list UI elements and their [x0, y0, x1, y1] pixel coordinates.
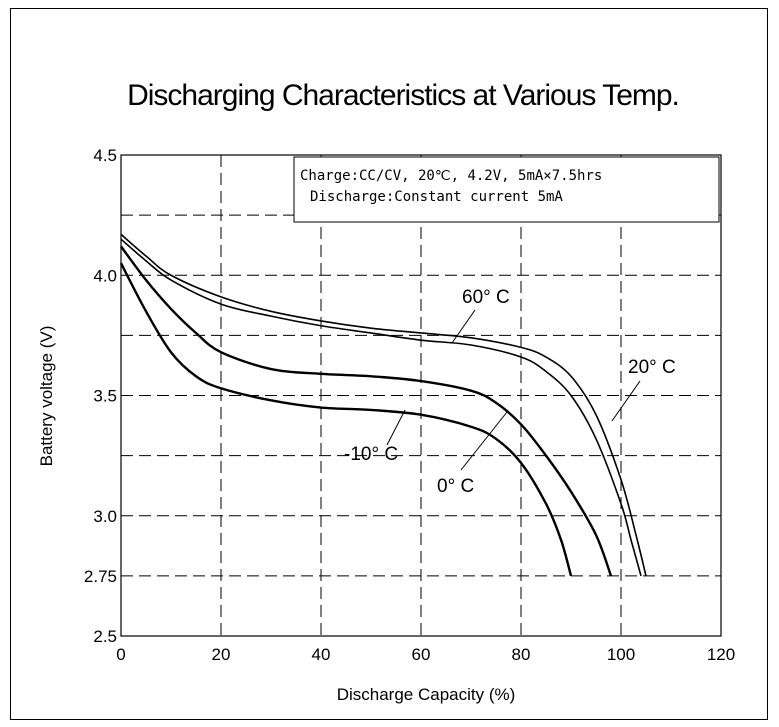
x-tick-label: 60 [412, 645, 431, 664]
plot-area-border [120, 154, 722, 637]
x-tick-labels: 0 20 40 60 80 100 120 [116, 645, 735, 664]
annotation-discharge: Discharge:Constant current 5mA [310, 189, 563, 205]
y-tick-label: 4.0 [93, 266, 117, 285]
annotation-box: Charge:CC/CV, 20℃, 4.2V, 5mA×7.5hrs Disc… [293, 156, 720, 223]
annotation-box-border [293, 156, 720, 223]
label-leaders [386, 309, 641, 471]
chart-frame [10, 8, 768, 720]
x-tick-label: 20 [212, 645, 231, 664]
y-tick-label: 4.5 [93, 146, 117, 165]
x-tick-label: 120 [707, 645, 735, 664]
leader-line [611, 380, 641, 422]
x-tick-label: 100 [607, 645, 635, 664]
series-line-3 [120, 245, 613, 577]
curve-label: -10° C [344, 444, 398, 465]
x-tick-label: 40 [312, 645, 331, 664]
y-tick-label: 2.5 [93, 627, 117, 646]
curve-label: 60° C [462, 287, 510, 308]
x-tick-label: 0 [116, 645, 125, 664]
leader-line [460, 411, 508, 471]
x-axis-label: Discharge Capacity (%) [337, 685, 516, 704]
grid-lines [121, 155, 721, 636]
curve-label: 20° C [628, 357, 676, 378]
y-axis-label: Battery voltage (V) [37, 326, 56, 467]
y-tick-labels: 2.5 2.75 3.0 3.5 4.0 4.5 [84, 146, 117, 646]
leader-line [451, 309, 476, 344]
series-line-4 [119, 262, 573, 577]
curve-labels: 60° C 20° C 0° C -10° C [344, 287, 676, 497]
y-tick-label: 3.5 [93, 387, 117, 406]
series-line-2 [120, 238, 642, 577]
curve-label: 0° C [437, 476, 474, 497]
y-tick-label: 2.75 [84, 567, 117, 586]
annotation-charge: Charge:CC/CV, 20℃, 4.2V, 5mA×7.5hrs [300, 168, 602, 184]
x-tick-label: 80 [512, 645, 531, 664]
y-tick-label: 3.0 [93, 507, 117, 526]
leader-line [386, 409, 406, 446]
series-line-1 [120, 233, 647, 577]
chart-title: Discharging Characteristics at Various T… [127, 79, 679, 112]
series-curves [119, 233, 647, 577]
